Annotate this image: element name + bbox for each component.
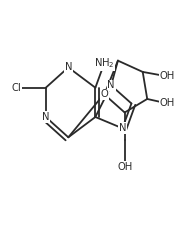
Text: N: N xyxy=(119,123,126,133)
Text: OH: OH xyxy=(117,162,132,172)
Text: OH: OH xyxy=(160,71,175,81)
Text: N: N xyxy=(107,80,115,90)
Text: N: N xyxy=(65,62,72,72)
Text: OH: OH xyxy=(160,99,175,109)
Text: Cl: Cl xyxy=(12,83,21,93)
Text: N: N xyxy=(42,112,50,122)
Text: NH$_2$: NH$_2$ xyxy=(94,56,115,70)
Text: O: O xyxy=(101,89,108,99)
